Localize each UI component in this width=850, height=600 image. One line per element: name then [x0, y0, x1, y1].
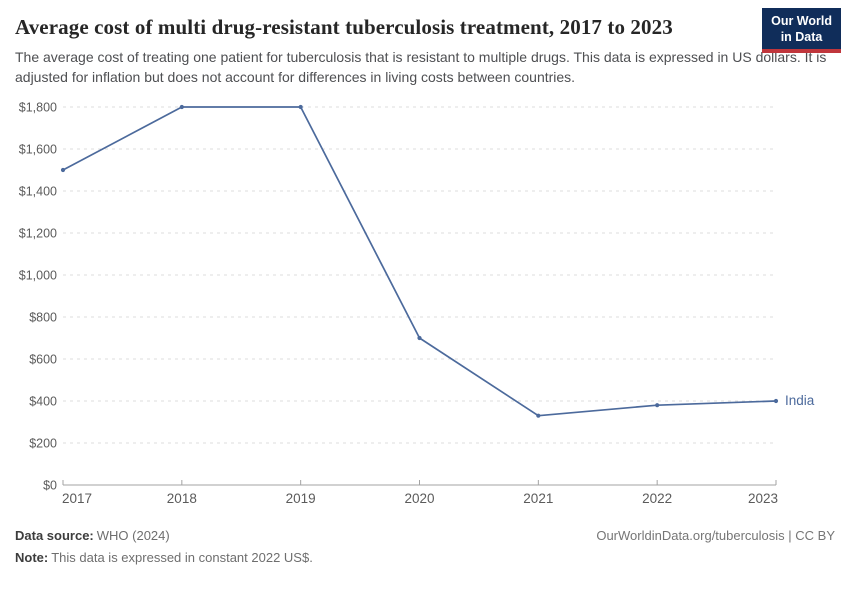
owid-logo: Our World in Data [762, 8, 841, 53]
x-tick-label: 2022 [642, 491, 672, 506]
data-point [298, 104, 303, 110]
y-tick-label: $1,600 [19, 143, 57, 157]
chart-subtitle: The average cost of treating one patient… [15, 49, 827, 85]
x-tick-label: 2020 [404, 491, 434, 506]
chart-footer: Data source: WHO (2024) Note: This data is… [0, 521, 850, 569]
series-line [62, 106, 777, 417]
y-tick-label: $1,400 [19, 185, 57, 199]
data-point [179, 104, 184, 110]
y-tick-label: $1,800 [19, 101, 57, 115]
y-tick-label: $400 [29, 395, 57, 409]
chart-title: Average cost of multi drug-resistant tub… [15, 15, 673, 39]
line-chart: $0 $200 $400 $600 $800 $1,000 $1,200 $1,400 $1,6… [19, 101, 815, 507]
owid-logo-line1: Our World [771, 14, 832, 28]
x-tick-label: 2018 [167, 491, 197, 506]
data-point [417, 335, 422, 341]
source-value: WHO (2024) [96, 528, 170, 543]
data-point [773, 398, 779, 404]
note-label: Note: [15, 550, 49, 565]
data-point [655, 403, 660, 408]
chart-area: $0 $200 $400 $600 $800 $1,000 $1,200 $1,400 $1,6… [0, 89, 850, 521]
y-tick-label: $1,000 [19, 269, 57, 283]
data-point [60, 167, 66, 173]
y-tick-label: $0 [43, 479, 57, 493]
source-label: Data source: [15, 528, 94, 543]
y-tick-label: $600 [29, 353, 57, 367]
x-tick-label: 2021 [523, 491, 553, 506]
chart-header: Average cost of multi drug-resistant tub… [0, 0, 850, 87]
note-line: Note: This data is expressed in constant … [15, 547, 835, 569]
data-point [536, 413, 541, 418]
note-value: This data is expressed in constant 2022 … [51, 550, 313, 565]
attribution-link[interactable]: OurWorldinData.org/tuberculosis | CC BY [596, 528, 835, 543]
y-tick-label: $1,200 [19, 227, 57, 241]
owid-logo-line2: in Data [780, 30, 823, 44]
series-end-label: India [785, 393, 815, 408]
x-tick-label: 2019 [286, 491, 316, 506]
source-line: Data source: WHO (2024) [15, 525, 835, 547]
x-tick-label: 2017 [62, 491, 92, 506]
x-tick-label: 2023 [748, 491, 778, 506]
y-tick-label: $800 [29, 311, 57, 325]
y-tick-label: $200 [29, 437, 57, 451]
